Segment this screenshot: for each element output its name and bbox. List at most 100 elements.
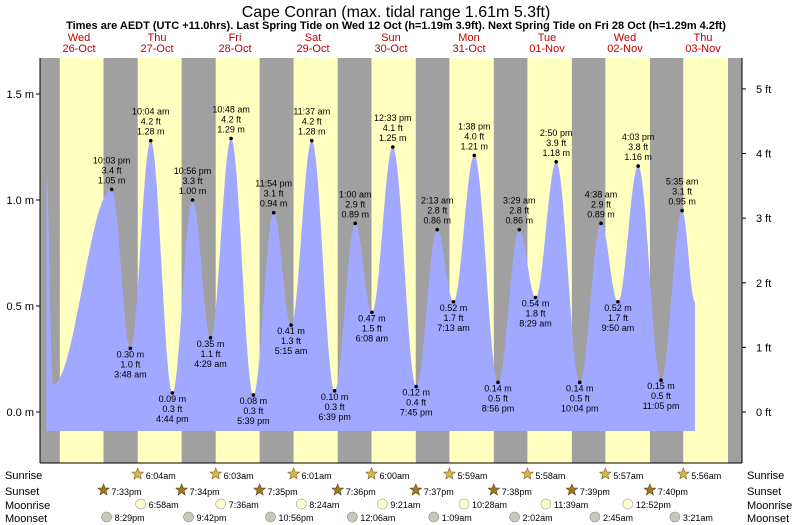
extreme-label: 5:35 am (666, 177, 699, 187)
day-name: Wed (614, 32, 636, 44)
sunrise-icon (442, 467, 456, 480)
extreme-label: 1.7 ft (443, 313, 464, 323)
right-tick-label: 5 ft (756, 84, 771, 96)
sunset-row-label: Sunset (5, 486, 39, 498)
extreme-label: 5:15 am (275, 346, 308, 356)
extreme-label: 0.47 m (358, 313, 386, 323)
extreme-marker (435, 227, 440, 232)
sunrise-icon (131, 467, 145, 480)
night-band (727, 58, 742, 463)
extreme-label: 0.52 m (604, 303, 632, 313)
extreme-label: 3.4 ft (102, 165, 123, 175)
extreme-label: 0.5 ft (488, 393, 509, 403)
moonrise-row-label: Moonrise (5, 500, 50, 512)
moonset-icon (509, 511, 520, 523)
extreme-label: 4.2 ft (221, 115, 242, 125)
extreme-label: 10:56 pm (174, 166, 212, 176)
moonset-time: 2:45am (603, 513, 633, 523)
day-date: 26-Oct (62, 43, 95, 55)
left-tick-label: 0.0 m (6, 407, 34, 419)
extreme-marker (128, 346, 133, 351)
extreme-marker (636, 164, 640, 168)
day-name: Sat (305, 32, 322, 44)
extreme-label: 2:13 am (421, 196, 454, 206)
day-date: 02-Nov (607, 43, 643, 55)
sunset-time: 7:39pm (580, 487, 610, 497)
extreme-label: 10:04 pm (561, 403, 599, 413)
extreme-marker (353, 221, 358, 226)
extreme-label: 0.30 m (117, 349, 145, 359)
extreme-marker (190, 198, 195, 202)
day-name: Mon (458, 32, 479, 44)
extreme-label: 1.1 ft (201, 349, 222, 359)
moonset-icon (347, 511, 358, 523)
left-tick-label: 0.5 m (6, 301, 34, 313)
right-tick-label: 3 ft (756, 213, 771, 225)
moonset-icon (428, 511, 440, 523)
day-name: Thu (694, 32, 713, 44)
day-date: 27-Oct (140, 43, 173, 55)
moonrise-time: 10:28am (472, 500, 507, 510)
moonset-icon (183, 511, 194, 523)
sunrise-time: 6:00am (380, 471, 410, 481)
extreme-label: 2.8 ft (427, 206, 448, 216)
day-name: Thu (148, 32, 167, 44)
right-tick-label: 0 ft (756, 407, 771, 419)
extreme-label: 3.3 ft (183, 176, 204, 186)
axes: 0.0 m 0.5 m 1.0 m 1.5 m 0 ft 1 ft 2 ft 3 ft 4 ft… (6, 58, 771, 464)
extreme-label: 3.8 ft (628, 142, 649, 152)
day-date: 30-Oct (374, 43, 407, 55)
extreme-marker (208, 336, 213, 340)
sunrise-row-label: Sunrise (5, 470, 42, 482)
extreme-label: 3:48 am (114, 369, 147, 379)
day-labels: Wed 26-Oct Thu 27-Oct Fri 28-Oct Sat 29-… (62, 32, 721, 55)
extreme-label: 0.35 m (197, 339, 225, 349)
extreme-label: 1.16 m (624, 152, 652, 162)
extreme-label: 4.2 ft (302, 117, 323, 127)
moonrise-time: 7:36am (229, 500, 259, 510)
moonrise-icon (458, 498, 470, 510)
extreme-marker (170, 391, 175, 395)
astro-row-labels: Sunrise Sunset Moonrise Moonset Sunrise … (5, 470, 792, 525)
moonrise-icon (540, 498, 552, 510)
moonset-time: 3:21am (683, 513, 713, 523)
moonset-icon (669, 511, 681, 523)
extreme-label: 2.9 ft (345, 199, 366, 209)
moonset-row-label-right: Moonset (747, 513, 789, 525)
moonrise-icon (377, 498, 388, 510)
sunset-icon (175, 483, 189, 496)
sunrise-time: 5:58am (535, 471, 565, 481)
extreme-marker (370, 310, 374, 315)
extreme-label: 2.9 ft (591, 199, 612, 209)
extreme-label: 3.9 ft (546, 138, 567, 148)
extreme-label: 0.3 ft (162, 404, 183, 414)
extreme-label: 8:29 am (519, 319, 552, 329)
extreme-marker (577, 380, 582, 385)
day-name: Sun (381, 32, 401, 44)
extreme-label: 0.89 m (587, 209, 615, 219)
extreme-label: 2:50 pm (540, 128, 573, 138)
extreme-label: 0.15 m (647, 381, 675, 391)
extreme-marker (554, 160, 558, 164)
right-tick-label: 4 ft (756, 149, 771, 161)
extreme-label: 1.18 m (542, 148, 570, 158)
extreme-label: 0.52 m (440, 303, 468, 313)
sunrise-time: 6:03am (224, 471, 254, 481)
extreme-label: 6:39 pm (318, 412, 351, 422)
extreme-label: 0.3 ft (325, 402, 346, 412)
sunrise-icon (598, 467, 612, 480)
extreme-marker (332, 389, 337, 393)
extreme-marker (289, 323, 293, 327)
moonset-row-label: Moonset (5, 513, 47, 525)
tide-area (46, 138, 695, 431)
extreme-label: 0.95 m (668, 197, 696, 207)
left-tick-label: 1.0 m (6, 195, 34, 207)
extreme-label: 0.41 m (277, 326, 305, 336)
extreme-label: 1.0 ft (120, 359, 141, 369)
extreme-label: 0.86 m (506, 216, 534, 226)
extreme-marker (251, 393, 256, 397)
extreme-label: 1.28 m (298, 127, 326, 137)
sunset-time: 7:33pm (112, 487, 142, 497)
moonrise-time: 12:52pm (636, 500, 671, 510)
extreme-marker (229, 136, 233, 141)
